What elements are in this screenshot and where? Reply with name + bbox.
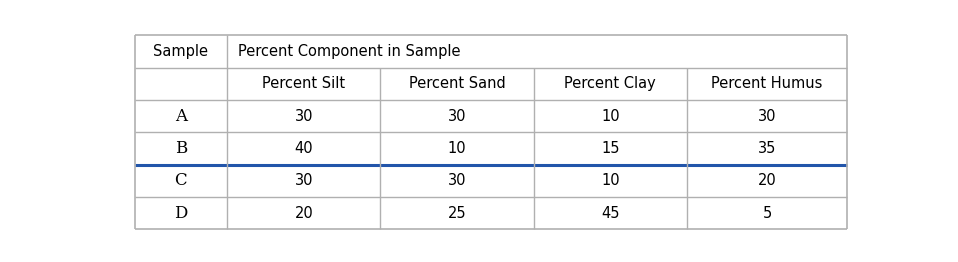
Text: Sample: Sample <box>153 44 209 59</box>
Text: A: A <box>175 108 187 125</box>
Text: 10: 10 <box>601 109 620 124</box>
Text: Percent Silt: Percent Silt <box>262 77 346 91</box>
Text: 20: 20 <box>758 173 777 188</box>
Text: 35: 35 <box>758 141 776 156</box>
Text: 30: 30 <box>295 109 313 124</box>
Text: 30: 30 <box>448 109 467 124</box>
Text: 20: 20 <box>294 205 313 221</box>
Text: 10: 10 <box>601 173 620 188</box>
Text: 30: 30 <box>758 109 776 124</box>
Text: Percent Sand: Percent Sand <box>409 77 506 91</box>
Text: 10: 10 <box>447 141 467 156</box>
Text: 30: 30 <box>448 173 467 188</box>
Text: D: D <box>174 205 188 221</box>
Text: Percent Humus: Percent Humus <box>712 77 823 91</box>
Text: Percent Clay: Percent Clay <box>564 77 656 91</box>
Text: B: B <box>174 140 187 157</box>
Text: 25: 25 <box>447 205 467 221</box>
Text: 5: 5 <box>763 205 772 221</box>
Text: C: C <box>174 172 187 189</box>
Text: 15: 15 <box>601 141 620 156</box>
Text: 30: 30 <box>295 173 313 188</box>
Text: 40: 40 <box>294 141 313 156</box>
Text: Percent Component in Sample: Percent Component in Sample <box>239 44 461 59</box>
Text: 45: 45 <box>601 205 620 221</box>
